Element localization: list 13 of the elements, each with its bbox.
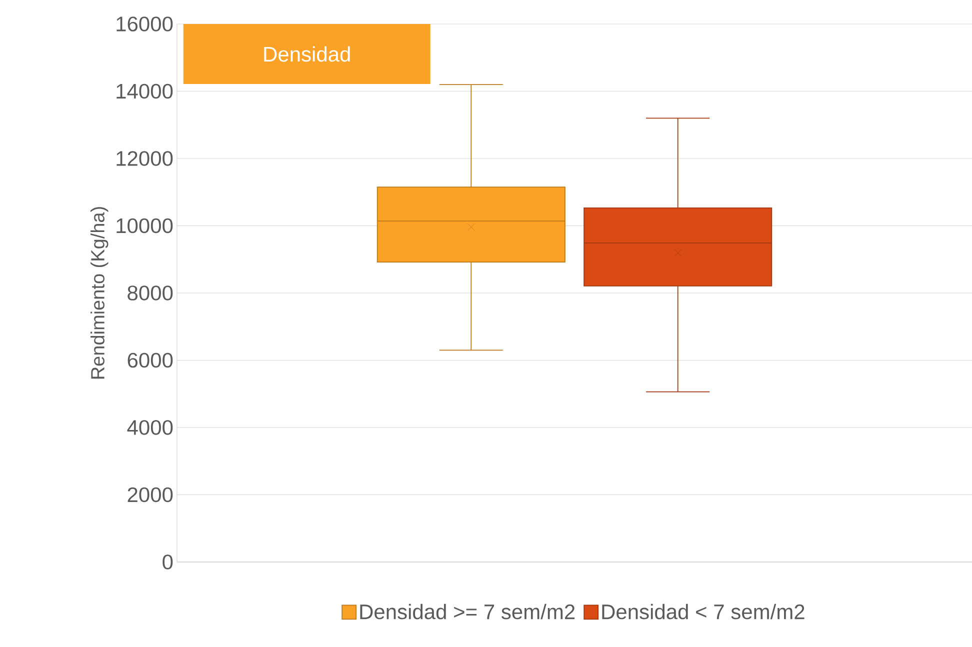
y-tick-label: 16000 (116, 16, 173, 32)
legend-label: Densidad >= 7 sem/m2 (360, 604, 575, 620)
y-tick-label: 4000 (127, 420, 173, 435)
y-tick-label: 0 (162, 554, 173, 570)
legend-label: Densidad < 7 sem/m2 (602, 604, 804, 620)
y-tick-label: 10000 (116, 218, 173, 234)
y-tick-label: 2000 (128, 487, 173, 502)
y-tick-label: 12000 (116, 151, 173, 166)
y-tick-label: 14000 (116, 84, 173, 99)
y-tick-label: 8000 (128, 286, 173, 300)
text: Densidad (264, 46, 350, 62)
y-axis-title: Rendimiento (Kg/ha) (90, 207, 108, 379)
y-tick-label: 6000 (128, 352, 173, 368)
